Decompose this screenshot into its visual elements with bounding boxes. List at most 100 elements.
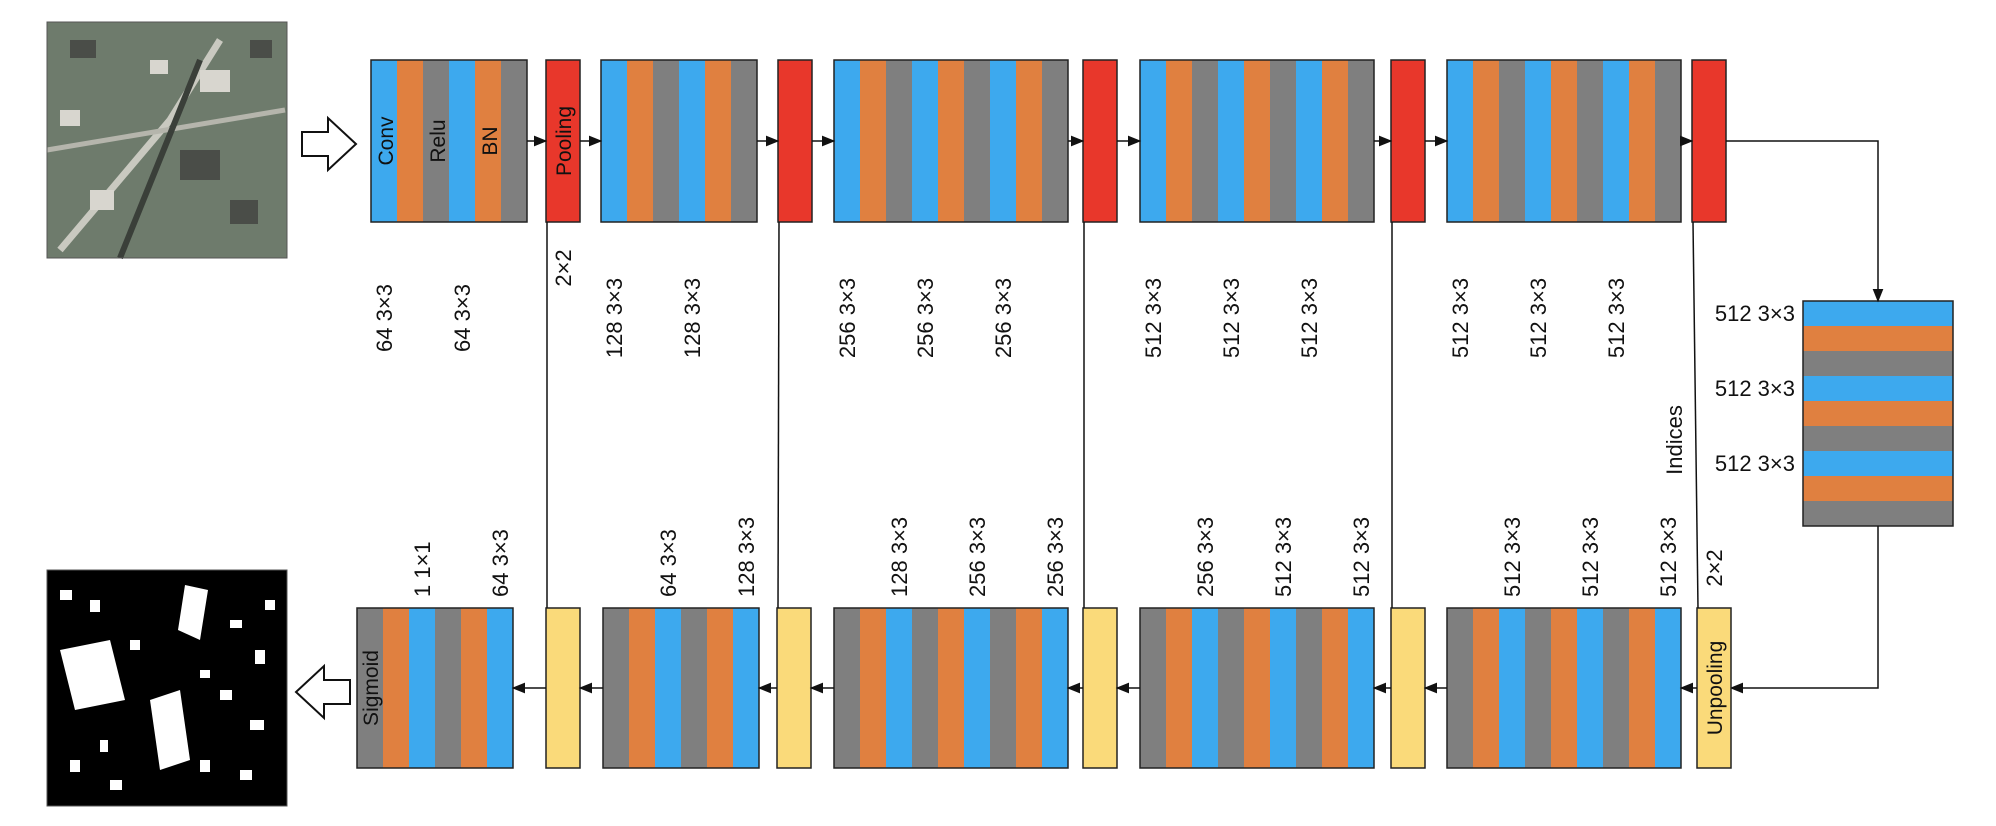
input-image [46,21,288,260]
encoder-to-bridge-arrow [1726,140,1884,303]
bridge-strip-bn [1803,426,1953,451]
decoder-block-4-label: 64 3×3 [656,529,681,597]
encoder-block-3 [833,59,1069,223]
output-building [150,690,190,770]
decoder-block-3-strip-relu [938,608,964,768]
encoder-block-1-strip-bn [501,60,527,222]
input-building [230,200,258,224]
encoder-block-5-strip-conv [1525,60,1551,222]
bridge-strip-relu [1803,476,1953,501]
decoder-block-3-strip-bn [834,608,860,768]
pooling-label: Pooling [553,106,576,176]
encoder-block-3-label: 256 3×3 [991,278,1016,358]
encoder-block-4-strip-bn [1348,60,1374,222]
encoder-block-1-strip-bn [423,60,449,222]
decoder-block-3-strip-relu [860,608,886,768]
decoder-block-1-strip-conv [1655,608,1681,768]
decoder-block-1-strip-relu [1551,608,1577,768]
encoder-block-3-strip-bn [964,60,990,222]
decoder-block-5-label: 1 1×1 [410,541,435,597]
bridge-label: 512 3×3 [1715,451,1795,476]
encoder-block-5-label: 512 3×3 [1604,278,1629,358]
encoder-block-2-strip-relu [627,60,653,222]
relu-strip-label: Relu [427,119,450,162]
encoder-block-4-strip-relu [1322,60,1348,222]
encoder-block-3-strip-relu [860,60,886,222]
encoder-block-3-strip-conv [834,60,860,222]
encoder-block-3-strip-conv [912,60,938,222]
input-building [60,110,80,126]
encoder-block-3-strip-bn [886,60,912,222]
decoder-block-1-strip-bn [1525,608,1551,768]
output-building [90,600,100,612]
unpooling-layer-4 [776,607,812,769]
decoder-block-1-label: 512 3×3 [1578,517,1603,597]
encoder-block-5-strip-relu [1551,60,1577,222]
encoder-block-5-strip-conv [1603,60,1629,222]
pooling-size-label: 2×2 [551,249,576,286]
decoder-block-2-strip-bn [1218,608,1244,768]
encoder-block-3-strip-relu [1016,60,1042,222]
decoder-block-5-strip-relu [461,608,487,768]
pooling-layer-5 [1691,59,1727,223]
output-building [220,690,232,700]
pooling-indices-line [777,221,780,609]
encoder-block-3-label: 256 3×3 [913,278,938,358]
decoder-block-4 [602,607,760,769]
decoder-block-5-strip-bn [357,608,383,768]
bridge-label: 512 3×3 [1715,301,1795,326]
unpooling-size-label: 2×2 [1702,549,1727,586]
unpooling-layer-5 [545,607,581,769]
decoder-block-1-strip-conv [1577,608,1603,768]
encoder-block-1-strip-conv [449,60,475,222]
decoder-block-4-label: 128 3×3 [734,517,759,597]
decoder-block-4-strip-relu [707,608,733,768]
decoder-block-3-label: 256 3×3 [1043,517,1068,597]
indices-label: Indices [1662,405,1687,475]
encoder-block-4-strip-conv [1296,60,1322,222]
pooling-layer-4 [1390,59,1426,223]
output-building [250,720,264,730]
input-building [70,40,96,58]
output-building [230,620,242,628]
encoder-block-2-strip-conv [679,60,705,222]
bridge-to-decoder-arrow [1729,526,1879,694]
decoder-block-2-strip-bn [1140,608,1166,768]
output-building [255,650,265,664]
decoder-block-2-strip-relu [1166,608,1192,768]
encoder-block-1-strip-relu [397,60,423,222]
decoder-block-5-strip-conv [487,608,513,768]
encoder-block-5-strip-bn [1499,60,1525,222]
decoder-block-3-strip-relu [1016,608,1042,768]
encoder-block-3-strip-conv [990,60,1016,222]
pooling-indices-line [1692,221,1699,609]
decoder-block-5-strip-conv [409,608,435,768]
encoder-block-4-label: 512 3×3 [1141,278,1166,358]
decoder-block-1-label: 512 3×3 [1656,517,1681,597]
bridge-strip-relu [1803,326,1953,351]
encoder-block-2-strip-relu [705,60,731,222]
output-building [60,590,72,600]
decoder-block-1-label: 512 3×3 [1500,517,1525,597]
encoder-block-1-label: 64 3×3 [372,284,397,352]
decoder-block-2-label: 512 3×3 [1271,517,1296,597]
decoder-block-1-strip-relu [1629,608,1655,768]
input-road-2 [46,107,286,153]
bridge-strip-bn [1803,351,1953,376]
decoder-block-2-label: 512 3×3 [1349,517,1374,597]
encoder-block-2-strip-bn [731,60,757,222]
encoder-block-2-label: 128 3×3 [680,278,705,358]
decoder-block-3-label: 128 3×3 [887,517,912,597]
decoder-block-3-strip-conv [886,608,912,768]
encoder-block-2-label: 128 3×3 [602,278,627,358]
encoder-block-2 [600,59,758,223]
bridge-strip-relu [1803,401,1953,426]
decoder-block-4-strip-relu [629,608,655,768]
decoder-block-1-strip-bn [1603,608,1629,768]
decoder-block-1 [1446,607,1682,769]
encoder-block-5-label: 512 3×3 [1526,278,1551,358]
output-building [100,740,108,752]
input-building [250,40,272,58]
encoder-block-1-strip-relu [475,60,501,222]
bn-strip-label: BN [479,126,502,155]
